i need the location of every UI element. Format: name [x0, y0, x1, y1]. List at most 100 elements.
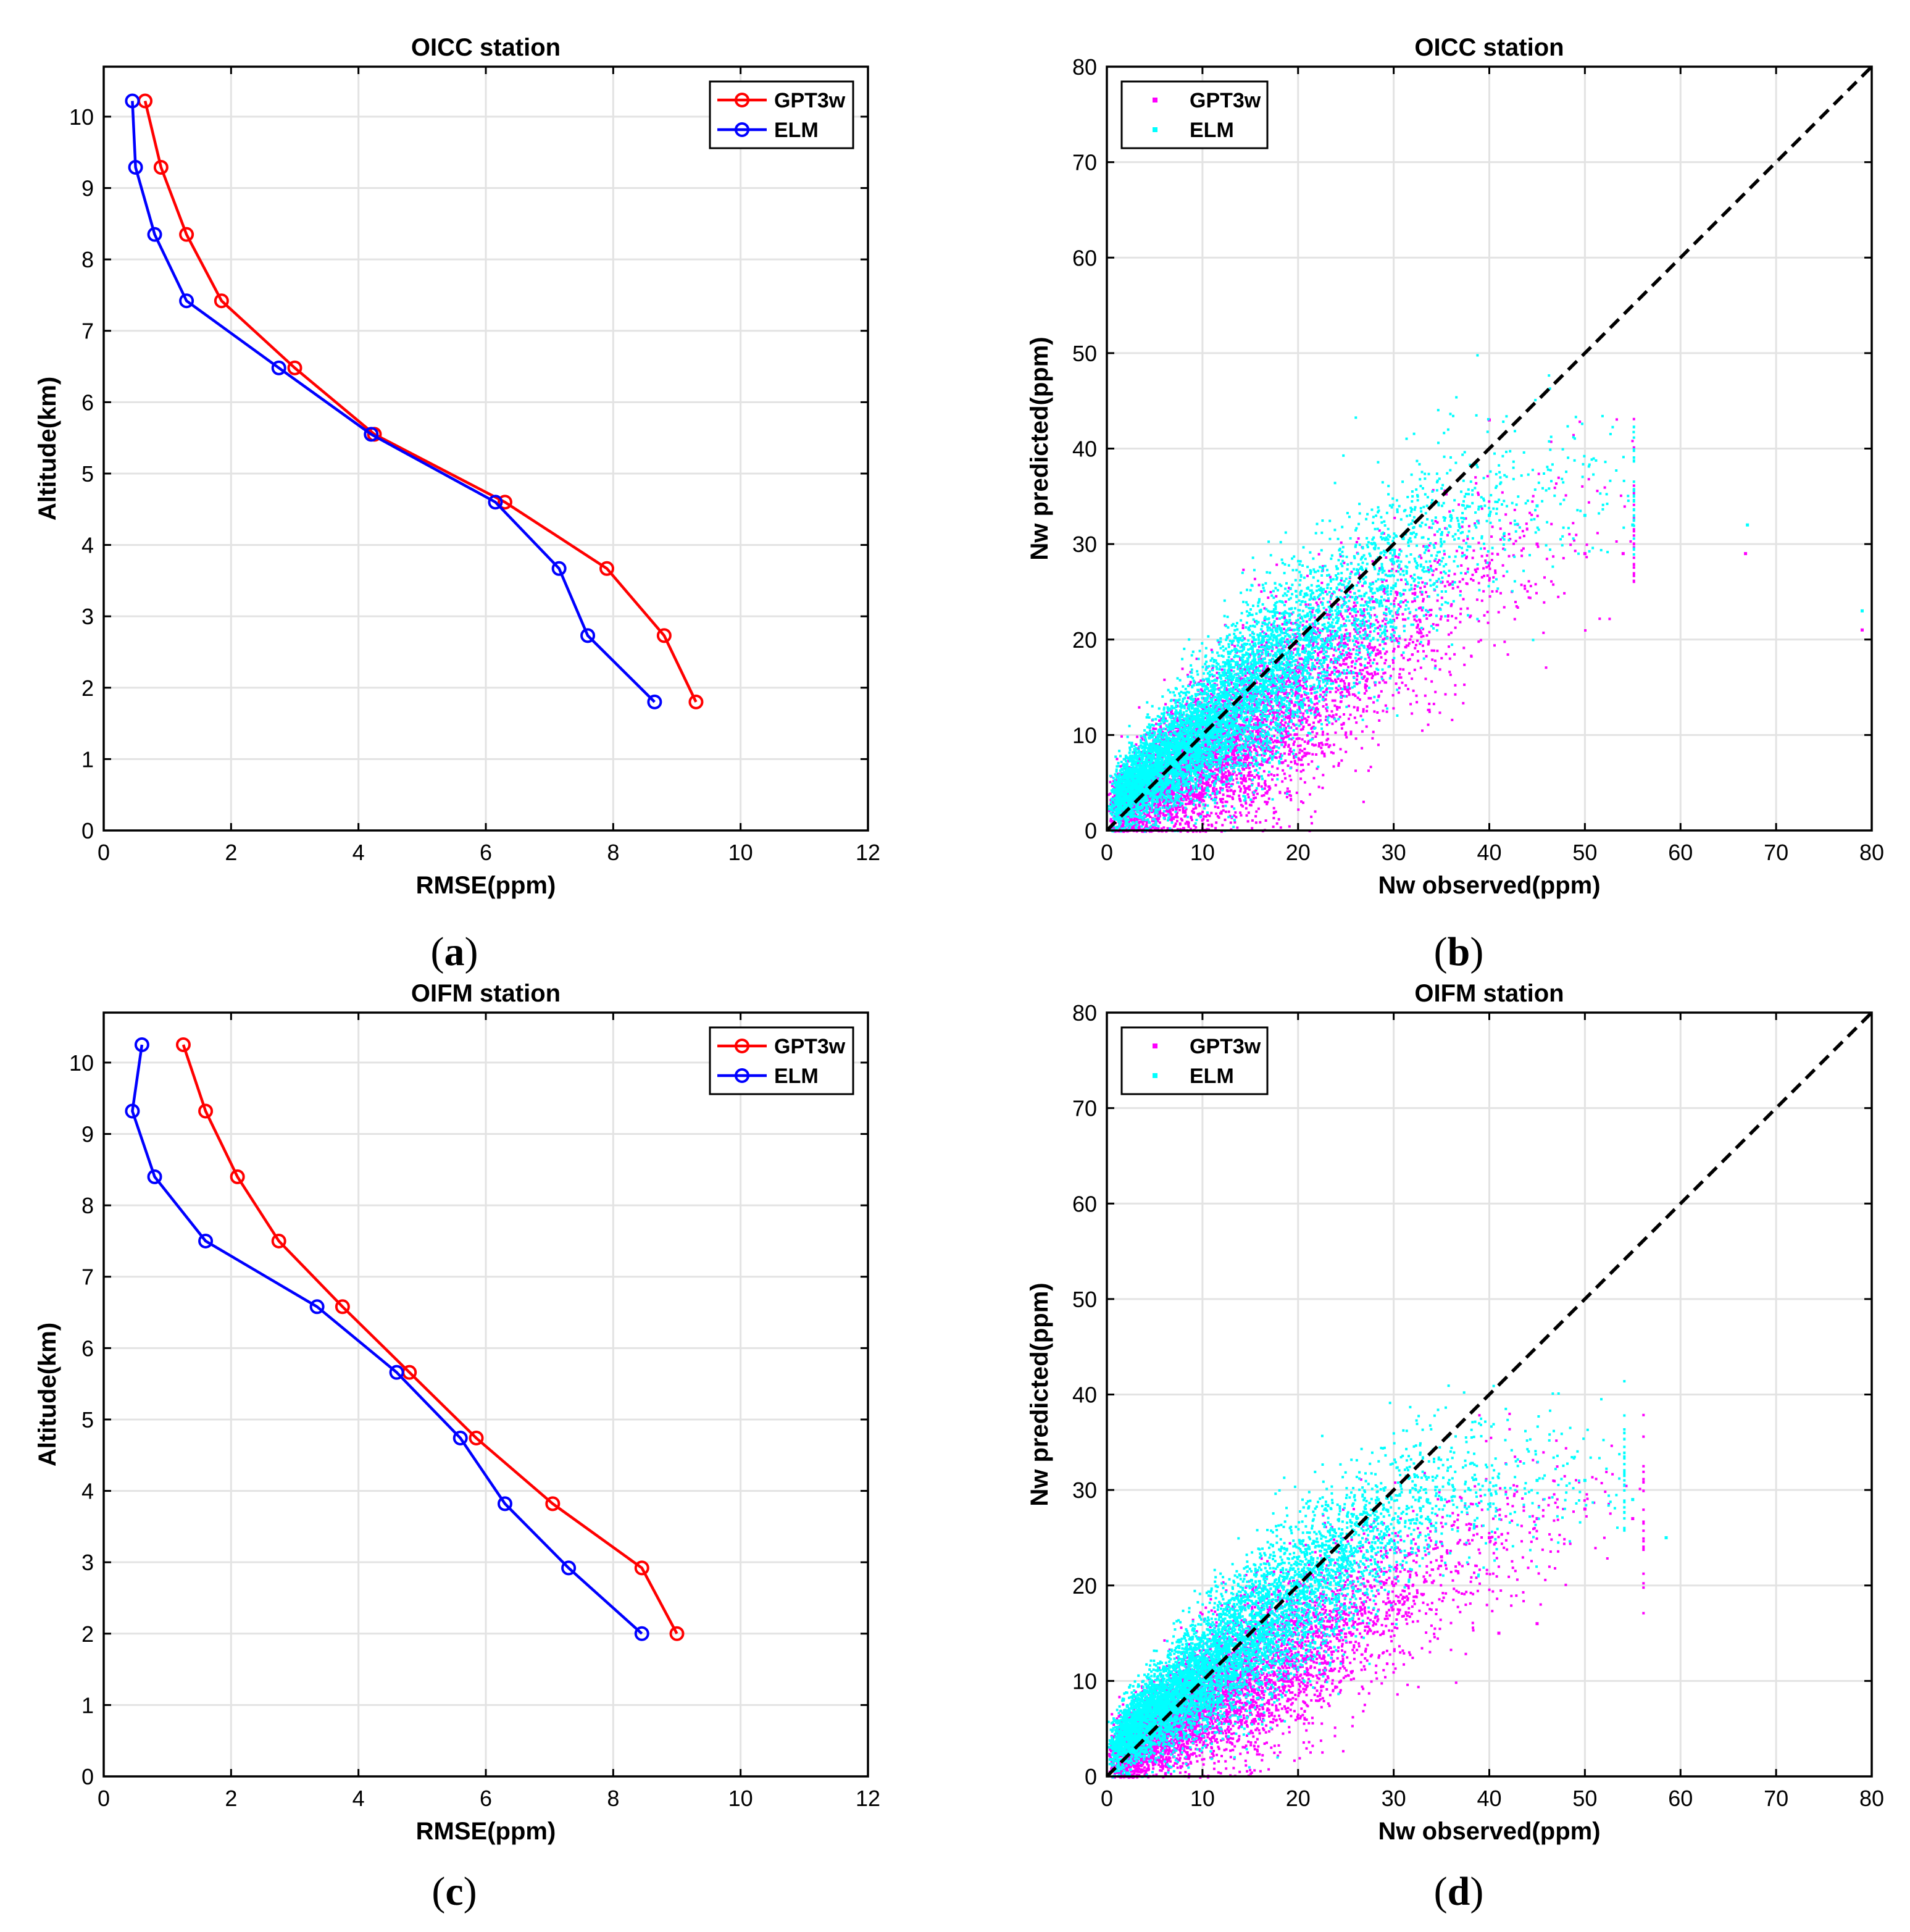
- legend-marker: [735, 1068, 749, 1083]
- scatter-point: [1583, 1479, 1587, 1482]
- panel-label-letter: b: [1448, 929, 1470, 974]
- legend: GPT3w ELM: [709, 80, 854, 149]
- x-tick-label: 6: [480, 1786, 492, 1811]
- panel-b: 0 10 20 30 40 50 60 70 80 0 10 20 30 40 50 60 70 80 OICC s…: [1026, 34, 1884, 974]
- scatter-point: [1631, 1498, 1635, 1502]
- marker-gpt3w: [287, 360, 302, 375]
- y-tick-label: 8: [81, 247, 94, 272]
- legend-label: GPT3w: [774, 89, 846, 112]
- marker-gpt3w: [469, 1431, 484, 1446]
- y-tick-label: 70: [1072, 150, 1097, 175]
- y-tick-label: 1: [81, 746, 94, 772]
- x-tick-label: 10: [728, 1786, 753, 1811]
- scatter-point: [1296, 647, 1300, 651]
- chart-title: OIFM station: [1414, 980, 1564, 1007]
- marker-elm: [125, 1103, 140, 1119]
- scatter-point: [1497, 1631, 1501, 1635]
- x-axis-label: RMSE(ppm): [416, 1818, 556, 1845]
- panel-label-open: (: [431, 929, 444, 974]
- y-tick-label: 6: [81, 390, 94, 415]
- marker-elm: [147, 1169, 162, 1184]
- panel-label-letter: c: [445, 1869, 463, 1914]
- y-tick-label: 7: [81, 319, 94, 344]
- marker-elm: [561, 1560, 577, 1576]
- x-tick-label: 50: [1572, 1786, 1597, 1811]
- scatter-point: [1583, 552, 1587, 556]
- panel-d: 0 10 20 30 40 50 60 70 80 0 10 20 30 40 50 60 70 80 OIFM s…: [1026, 980, 1884, 1914]
- marker-elm: [271, 360, 286, 375]
- scatter-point: [1153, 771, 1156, 775]
- scatter-point: [1440, 533, 1443, 537]
- chart-title: OICC station: [1414, 34, 1564, 61]
- y-tick-label: 9: [81, 1122, 94, 1147]
- chart-title: OIFM station: [411, 980, 561, 1007]
- marker-gpt3w: [656, 628, 672, 643]
- legend-label: ELM: [1190, 119, 1234, 142]
- x-tick-label: 6: [480, 840, 492, 865]
- x-tick-label: 60: [1668, 840, 1693, 865]
- scatter-point: [1631, 523, 1635, 527]
- marker-gpt3w: [545, 1496, 561, 1512]
- panel-label-open: (: [432, 1869, 445, 1914]
- x-tick-label: 70: [1764, 1786, 1788, 1811]
- scatter-point: [1344, 1612, 1348, 1616]
- chart-title: OICC station: [411, 34, 561, 61]
- scatter-point: [1344, 1545, 1348, 1549]
- legend: GPT3w ELM: [1120, 80, 1269, 149]
- x-tick-label: 60: [1668, 1786, 1693, 1811]
- marker-gpt3w: [179, 227, 194, 242]
- y-tick-label: 5: [81, 1407, 94, 1432]
- marker-elm: [198, 1233, 214, 1248]
- y-tick-label: 10: [69, 1050, 94, 1076]
- panel-label-letter: d: [1448, 1869, 1470, 1914]
- scatter-point: [1535, 1479, 1539, 1482]
- x-tick-label: 0: [1101, 1786, 1113, 1811]
- marker-gpt3w: [599, 561, 615, 576]
- y-tick-label: 0: [81, 1764, 94, 1789]
- x-tick-label: 0: [98, 1786, 110, 1811]
- x-tick-label: 40: [1477, 840, 1501, 865]
- legend-marker: [735, 122, 749, 137]
- marker-gpt3w: [198, 1103, 214, 1119]
- panel-label: (a): [431, 929, 478, 974]
- marker-gpt3w: [634, 1560, 649, 1576]
- marker-gpt3w: [688, 694, 704, 709]
- y-tick-label: 30: [1072, 532, 1097, 557]
- x-tick-label: 10: [1190, 840, 1215, 865]
- scatter-point: [1631, 1517, 1635, 1521]
- x-axis-label: Nw observed(ppm): [1378, 872, 1600, 899]
- marker-elm: [551, 561, 567, 576]
- x-tick-label: 30: [1382, 1786, 1406, 1811]
- legend-box: [709, 1026, 854, 1095]
- panel-label-letter: a: [444, 929, 465, 974]
- x-tick-label: 40: [1477, 1786, 1501, 1811]
- scatter-point: [1440, 1498, 1443, 1502]
- one-to-one-line: [1106, 1011, 1873, 1778]
- scatter-point: [1664, 1536, 1668, 1539]
- marker-elm: [364, 427, 379, 442]
- scatter-point: [1344, 609, 1348, 613]
- x-tick-label: 0: [98, 840, 110, 865]
- legend-label: GPT3w: [774, 1035, 846, 1058]
- marker-gpt3w: [669, 1626, 685, 1641]
- marker-gpt3w: [335, 1299, 350, 1315]
- scatter-point: [1488, 561, 1491, 565]
- y-tick-label: 80: [1072, 1000, 1097, 1026]
- legend: GPT3w ELM: [709, 1026, 854, 1095]
- y-tick-label: 7: [81, 1265, 94, 1290]
- legend-label: ELM: [774, 1064, 819, 1088]
- panel-label: (d): [1434, 1869, 1484, 1914]
- series-line-gpt3w: [143, 100, 698, 703]
- y-tick-label: 1: [81, 1692, 94, 1718]
- y-tick-label: 50: [1072, 1287, 1097, 1312]
- one-to-one-line: [1106, 65, 1873, 832]
- x-axis-label: RMSE(ppm): [416, 872, 556, 899]
- x-tick-label: 0: [1101, 840, 1113, 865]
- legend-box: [709, 80, 854, 149]
- marker-gpt3w: [214, 293, 229, 309]
- x-tick-label: 30: [1382, 840, 1406, 865]
- scatter-point: [1296, 685, 1300, 689]
- y-tick-label: 80: [1072, 54, 1097, 80]
- marker-elm: [128, 160, 143, 175]
